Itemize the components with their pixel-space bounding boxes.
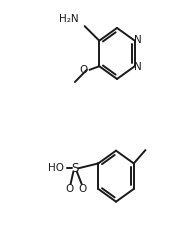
Text: N: N [134, 62, 142, 72]
Text: H₂N: H₂N [59, 14, 79, 24]
Text: HO: HO [48, 163, 64, 173]
Text: O: O [65, 184, 73, 194]
Text: O: O [79, 184, 87, 194]
Text: O: O [80, 65, 88, 75]
Text: S: S [71, 162, 79, 175]
Text: N: N [134, 35, 142, 45]
